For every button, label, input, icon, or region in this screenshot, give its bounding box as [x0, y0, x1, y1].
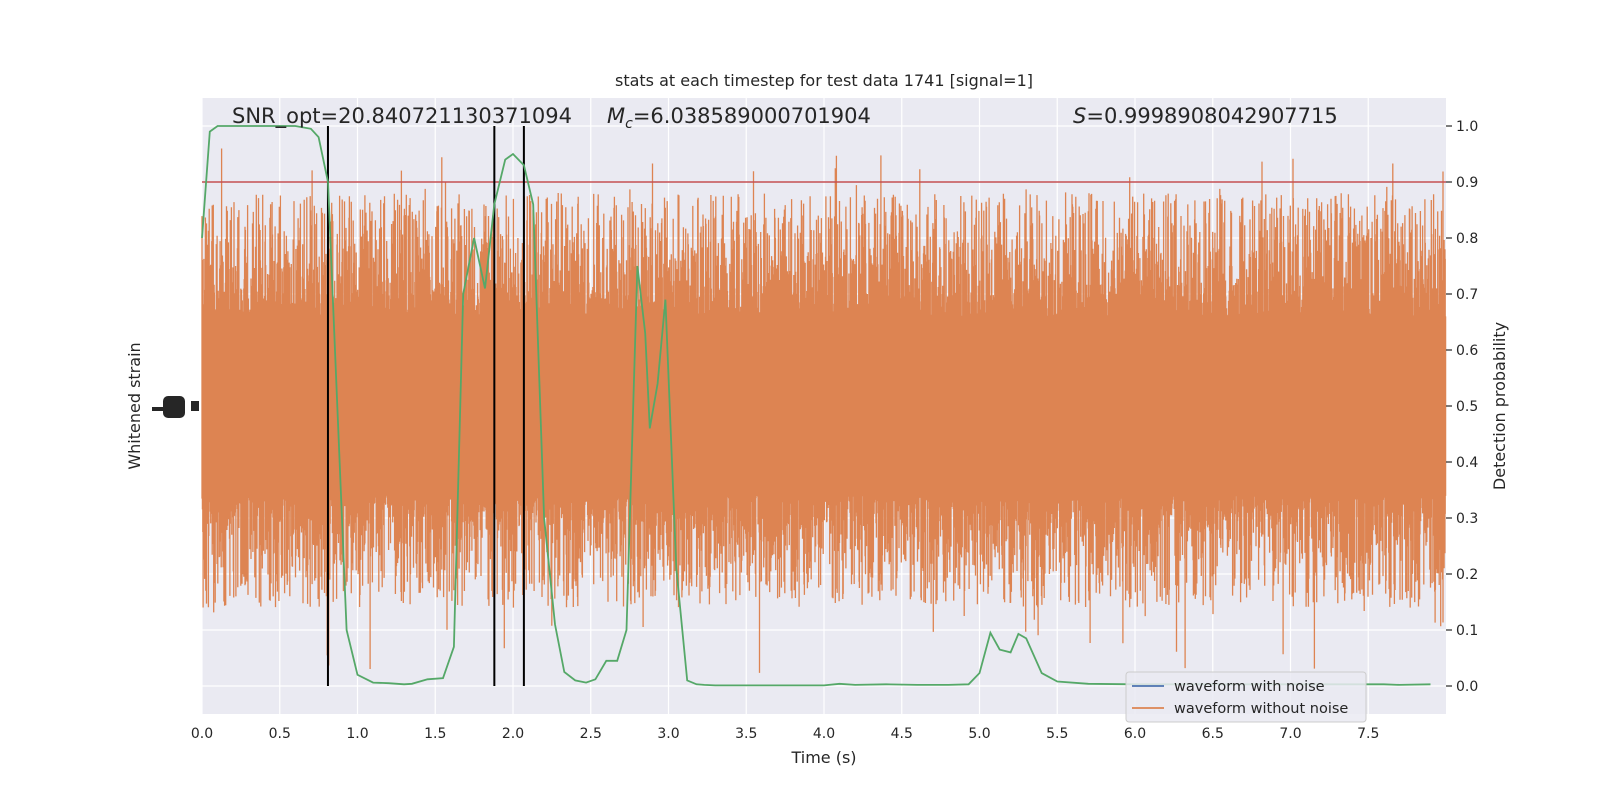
- x-tick-label: 5.0: [968, 726, 990, 742]
- legend-box: [1125, 671, 1367, 723]
- x-ticks: 0.0 0.5 1.0 1.5 2.0 2.5 3.0 3.5 4.0 4.5 5.0 5.5 6.0 6…: [191, 726, 1380, 742]
- x-tick-label: 3.5: [735, 726, 757, 742]
- score-value: =0.9998908042907715: [1086, 104, 1337, 128]
- y-tick-label: 0.1: [1456, 623, 1478, 639]
- chirp-mass-annotation: Mc=6.038589000701904: [607, 104, 871, 132]
- left-axis-tick-blob: [152, 407, 172, 411]
- x-tick-label: 0.5: [269, 726, 291, 742]
- legend-label-waveform-with-noise: waveform with noise: [1174, 679, 1325, 695]
- x-tick-label: 4.0: [813, 726, 835, 742]
- snr-annotation: SNR_opt=20.840721130371094: [232, 104, 572, 129]
- y-ticks-right: 0.0 0.1 0.2 0.3 0.4 0.5 0.6 0.7 0.8 0.9 1.0: [1446, 119, 1478, 695]
- y-tick-label: 0.0: [1456, 679, 1478, 695]
- x-axis-label: Time (s): [790, 748, 856, 767]
- legend: waveform with noise waveform without noi…: [1125, 671, 1367, 723]
- y-axis-label-left: Whitened strain: [125, 342, 144, 469]
- y-tick-label: 1.0: [1456, 119, 1478, 135]
- x-tick-label: 0.0: [191, 726, 213, 742]
- x-tick-label: 1.0: [346, 726, 368, 742]
- x-tick-label: 7.5: [1357, 726, 1379, 742]
- series-waveform-without-noise: [201, 148, 1447, 673]
- y-tick-label: 0.7: [1456, 287, 1478, 303]
- y-tick-label: 0.5: [1456, 399, 1478, 415]
- x-tick-label: 5.5: [1046, 726, 1068, 742]
- x-tick-label: 3.0: [657, 726, 679, 742]
- x-tick-label: 2.5: [580, 726, 602, 742]
- y-tick-label: 0.8: [1456, 231, 1478, 247]
- y-tick-label: 0.9: [1456, 175, 1478, 191]
- series-detection-probability: [201, 125, 1431, 687]
- vertical-lines: [326, 126, 525, 686]
- score-annotation: S=0.9998908042907715: [1073, 104, 1338, 128]
- y-tick-label: 0.4: [1456, 455, 1478, 471]
- y-tick-label: 0.3: [1456, 511, 1478, 527]
- chirp-mass-symbol: M: [607, 104, 625, 128]
- waveform-trace: [201, 148, 1447, 673]
- x-tick-label: 6.0: [1124, 726, 1146, 742]
- left-axis-overlapping-labels: [152, 396, 199, 418]
- chart-title: stats at each timestep for test data 174…: [615, 71, 1033, 90]
- score-symbol: S: [1073, 104, 1086, 128]
- left-axis-label-blob: [163, 396, 185, 418]
- left-axis-label-blob: [191, 401, 199, 411]
- legend-label-waveform-without-noise: waveform without noise: [1174, 701, 1348, 717]
- x-tick-label: 7.0: [1279, 726, 1301, 742]
- x-tick-label: 4.5: [891, 726, 913, 742]
- y-tick-label: 0.2: [1456, 567, 1478, 583]
- y-tick-label: 0.6: [1456, 343, 1478, 359]
- chirp-mass-value: =6.038589000701904: [633, 104, 871, 128]
- x-tick-label: 2.0: [502, 726, 524, 742]
- x-tick-label: 6.5: [1202, 726, 1224, 742]
- chirp-mass-subscript: c: [625, 116, 633, 132]
- y-axis-label-right: Detection probability: [1490, 322, 1509, 490]
- x-tick-label: 1.5: [424, 726, 446, 742]
